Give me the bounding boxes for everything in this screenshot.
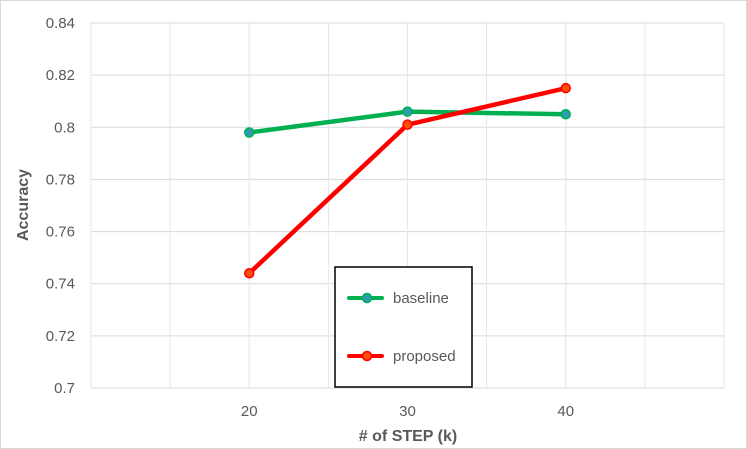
series bbox=[244, 82, 571, 279]
grid bbox=[90, 22, 725, 389]
y-tick-label: 0.76 bbox=[46, 224, 75, 241]
x-axis-title: # of STEP (k) bbox=[359, 428, 457, 445]
y-axis-tick-labels: 0.7 0.72 0.74 0.76 0.78 0.8 0.82 0.84 bbox=[46, 15, 75, 397]
data-point-proposed bbox=[560, 82, 571, 94]
y-tick-label: 0.78 bbox=[46, 171, 75, 188]
legend-label-proposed: proposed bbox=[393, 348, 456, 365]
data-point-baseline bbox=[402, 106, 413, 117]
legend-marker-baseline bbox=[361, 292, 373, 304]
x-tick-label: 30 bbox=[399, 403, 416, 420]
legend-marker-proposed bbox=[361, 350, 373, 362]
y-tick-label: 0.8 bbox=[54, 119, 75, 136]
y-tick-label: 0.7 bbox=[54, 380, 75, 397]
y-tick-label: 0.74 bbox=[46, 276, 75, 293]
legend-label-baseline: baseline bbox=[393, 290, 449, 307]
data-point-baseline bbox=[244, 127, 255, 138]
legend-box bbox=[334, 266, 473, 388]
data-point-baseline bbox=[560, 109, 571, 120]
x-tick-label: 40 bbox=[557, 403, 574, 420]
y-tick-label: 0.84 bbox=[46, 15, 75, 32]
x-tick-label: 20 bbox=[241, 403, 258, 420]
y-tick-label: 0.72 bbox=[46, 328, 75, 345]
y-axis-title: Accuracy bbox=[15, 169, 32, 241]
legend: baseline proposed bbox=[334, 266, 473, 388]
data-point-proposed bbox=[402, 119, 413, 130]
x-axis-tick-labels: 20 30 40 bbox=[241, 403, 574, 420]
data-point-proposed bbox=[244, 268, 255, 279]
y-tick-label: 0.82 bbox=[46, 67, 75, 84]
